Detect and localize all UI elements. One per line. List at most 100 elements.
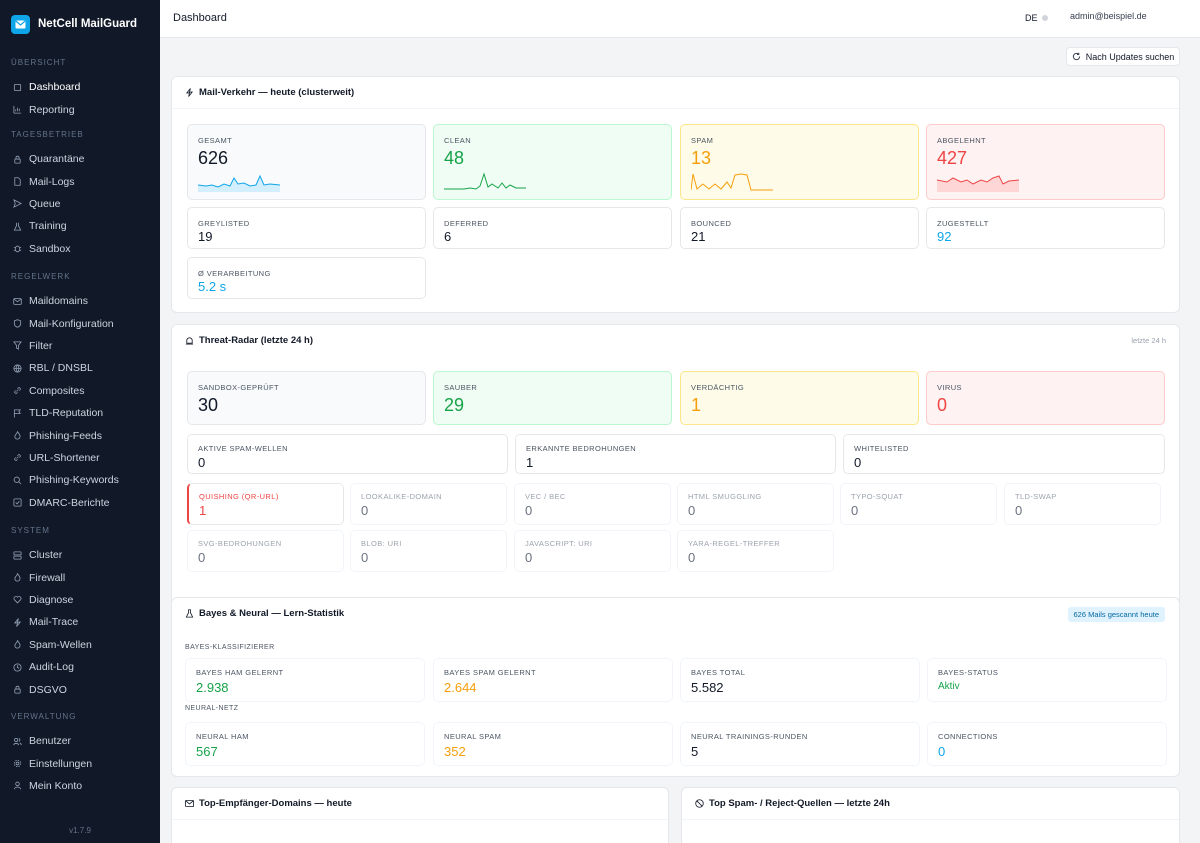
bayes-stat-tile[interactable]: CONNECTIONS 0 <box>927 722 1167 766</box>
ban-icon <box>695 799 704 808</box>
language-switch[interactable]: DE <box>1025 13 1048 23</box>
flame-icon <box>14 573 21 582</box>
stat-tile-clean[interactable]: CLEAN 48 <box>433 124 672 200</box>
stat-value: 92 <box>937 229 952 244</box>
detector-tile[interactable]: QUISHING (QR-URL) 1 <box>187 483 344 525</box>
stat-tile-rejected[interactable]: ABGELEHNT 427 <box>926 124 1165 200</box>
user-menu[interactable]: admin@beispiel.de <box>1070 11 1147 21</box>
bayes-stat-tile[interactable]: NEURAL HAM 567 <box>185 722 425 766</box>
sidebar-item-maildomains[interactable]: Maildomains <box>0 290 160 312</box>
sidebar-item-mail-logs[interactable]: Mail-Logs <box>0 170 160 192</box>
stat-tile-greylisted[interactable]: GREYLISTED 19 <box>187 207 426 249</box>
recipient-domains-title: Top-Empfänger-Domains — heute <box>199 798 352 809</box>
sidebar-item-mail-trace[interactable]: Mail-Trace <box>0 611 160 633</box>
detector-tile[interactable]: JAVASCRIPT: URI 0 <box>514 530 671 572</box>
stat-tile-spam[interactable]: SPAM 13 <box>680 124 919 200</box>
stat-label: ERKANNTE BEDROHUNGEN <box>526 444 637 453</box>
detector-tile[interactable]: BLOB: URI 0 <box>350 530 507 572</box>
sidebar-item-dsgvo[interactable]: DSGVO <box>0 678 160 700</box>
sidebar-item-tld-reputation[interactable]: TLD-Reputation <box>0 402 160 424</box>
detector-tile[interactable]: TLD-SWAP 0 <box>1004 483 1161 525</box>
sidebar-item-mein-konto[interactable]: Mein Konto <box>0 775 160 797</box>
detector-value: 0 <box>851 503 859 518</box>
stat-value: 5 <box>691 744 699 759</box>
link-icon <box>14 454 21 462</box>
sidebar-item-reporting[interactable]: Reporting <box>0 98 160 120</box>
bayes-stat-tile[interactable]: BAYES-STATUS Aktiv <box>927 658 1167 702</box>
stat-value: 13 <box>691 148 712 168</box>
detector-value: 0 <box>361 503 369 518</box>
detector-tile[interactable]: HTML SMUGGLING 0 <box>677 483 834 525</box>
sidebar-item-mail-konfiguration[interactable]: Mail-Konfiguration <box>0 312 160 334</box>
stat-value: 0 <box>938 744 946 759</box>
sidebar-item-phishing-feeds[interactable]: Phishing-Feeds <box>0 424 160 446</box>
sidebar-item-audit-log[interactable]: Audit-Log <box>0 656 160 678</box>
bayes-stat-tile[interactable]: NEURAL SPAM 352 <box>433 722 673 766</box>
stat-label: BAYES-STATUS <box>938 668 999 677</box>
sidebar-item-queue[interactable]: Queue <box>0 193 160 215</box>
sidebar: NetCell MailGuard Übersicht Dashboard Repo… <box>0 0 160 843</box>
stat-value: 626 <box>198 148 229 168</box>
bayes-stat-tile[interactable]: BAYES TOTAL 5.582 <box>680 658 920 702</box>
stat-value: 5.582 <box>691 680 724 695</box>
stat-value: 5.2 s <box>198 279 227 294</box>
stat-label: NEURAL SPAM <box>444 732 502 741</box>
brand[interactable]: NetCell MailGuard <box>0 0 160 48</box>
detector-tile[interactable]: YARA-REGEL-TREFFER 0 <box>677 530 834 572</box>
stat-label: BAYES HAM GELERNT <box>196 668 284 677</box>
detector-tile[interactable]: LOOKALIKE-DOMAIN 0 <box>350 483 507 525</box>
detector-tile[interactable]: TYPO-SQUAT 0 <box>840 483 997 525</box>
divider <box>172 819 668 820</box>
bayes-stat-tile[interactable]: NEURAL TRAININGS-RUNDEN 5 <box>680 722 920 766</box>
threat-radar-title: Threat-Radar (letzte 24 h) <box>199 335 314 346</box>
stat-label: CONNECTIONS <box>938 732 998 741</box>
check-updates-button[interactable]: Nach Updates suchen <box>1066 47 1180 66</box>
detector-tile[interactable]: VEC / BEC 0 <box>514 483 671 525</box>
radar-tile-threats[interactable]: ERKANNTE BEDROHUNGEN 1 <box>515 434 836 474</box>
bayes-stat-tile[interactable]: BAYES SPAM GELERNT 2.644 <box>433 658 673 702</box>
main-content: Nach Updates suchen Mail-Verkehr — heute… <box>160 38 1200 843</box>
sidebar-item-dmarc-berichte[interactable]: DMARC-Berichte <box>0 492 160 514</box>
stat-tile-delivered[interactable]: ZUGESTELLT 92 <box>926 207 1165 249</box>
users-icon <box>13 737 22 745</box>
sidebar-item-einstellungen[interactable]: Einstellungen <box>0 752 160 774</box>
bayes-title: Bayes & Neural — Lern-Statistik <box>199 608 345 619</box>
detector-tile[interactable]: SVG-BEDROHUNGEN 0 <box>187 530 344 572</box>
sidebar-item-quarantäne[interactable]: Quarantäne <box>0 148 160 170</box>
radar-tile-spam-waves[interactable]: AKTIVE SPAM-WELLEN 0 <box>187 434 508 474</box>
sidebar-item-sandbox[interactable]: Sandbox <box>0 238 160 260</box>
sidebar-item-filter[interactable]: Filter <box>0 335 160 357</box>
sidebar-item-firewall[interactable]: Firewall <box>0 566 160 588</box>
mail-traffic-header: Mail-Verkehr — heute (clusterweit) <box>185 87 354 98</box>
sidebar-item-diagnose[interactable]: Diagnose <box>0 589 160 611</box>
stat-value: 352 <box>444 744 466 759</box>
nav-section: Regelwerk Maildomains Mail-Konfiguration Fi… <box>0 270 160 514</box>
stat-tile-processing-time[interactable]: Ø VERARBEITUNG 5.2 s <box>187 257 426 299</box>
detector-label: HTML SMUGGLING <box>688 492 762 501</box>
sidebar-item-label: Maildomains <box>29 295 88 308</box>
sidebar-item-label: Training <box>29 220 67 233</box>
radar-tile-virus[interactable]: VIRUS 0 <box>926 371 1165 425</box>
chart-icon <box>13 105 22 114</box>
radar-tile-clean[interactable]: SAUBER 29 <box>433 371 672 425</box>
sidebar-item-dashboard[interactable]: Dashboard <box>0 76 160 98</box>
bayes-stat-tile[interactable]: BAYES HAM GELERNT 2.938 <box>185 658 425 702</box>
detector-value: 0 <box>198 550 206 565</box>
stat-label: Ø VERARBEITUNG <box>198 269 271 278</box>
mail-logo-icon <box>11 14 30 34</box>
sidebar-item-benutzer[interactable]: Benutzer <box>0 730 160 752</box>
mail-icon <box>13 297 22 305</box>
stat-tile-total[interactable]: GESAMT 626 <box>187 124 426 200</box>
radar-tile-whitelisted[interactable]: WHITELISTED 0 <box>843 434 1165 474</box>
sidebar-item-phishing-keywords[interactable]: Phishing-Keywords <box>0 469 160 491</box>
radar-tile-sandbox[interactable]: SANDBOX-GEPRÜFT 30 <box>187 371 426 425</box>
sidebar-item-url-shortener[interactable]: URL-Shortener <box>0 447 160 469</box>
sidebar-item-composites[interactable]: Composites <box>0 380 160 402</box>
sidebar-item-spam-wellen[interactable]: Spam-Wellen <box>0 634 160 656</box>
stat-tile-bounced[interactable]: BOUNCED 21 <box>680 207 919 249</box>
stat-tile-deferred[interactable]: DEFERRED 6 <box>433 207 672 249</box>
sidebar-item-rbl-dnsbl[interactable]: RBL / DNSBL <box>0 357 160 379</box>
sidebar-item-cluster[interactable]: Cluster <box>0 544 160 566</box>
sidebar-item-training[interactable]: Training <box>0 215 160 237</box>
radar-tile-suspicious[interactable]: VERDÄCHTIG 1 <box>680 371 919 425</box>
